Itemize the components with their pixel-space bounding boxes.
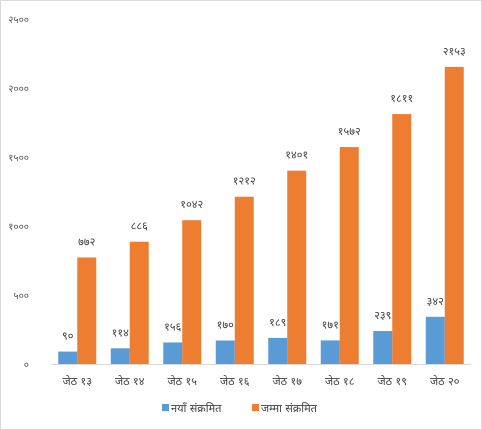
x-tick-label: जेठ १६ xyxy=(220,375,250,388)
data-label-total-cases: ८८६ xyxy=(131,220,148,233)
bar-total-cases xyxy=(182,220,202,364)
legend-label-new-cases: नयाँ संक्रमित xyxy=(171,402,222,415)
x-tick-label: जेठ १४ xyxy=(115,375,145,388)
data-label-total-cases: ७७२ xyxy=(78,235,95,248)
data-label-total-cases: १०४२ xyxy=(180,198,203,211)
data-label-new-cases: १७१ xyxy=(322,318,339,331)
y-tick-label: १००० xyxy=(8,222,29,233)
y-tick-label: ५०० xyxy=(13,291,29,302)
data-label-total-cases: १४०१ xyxy=(285,149,308,162)
bar-new-cases xyxy=(215,340,235,364)
data-label-total-cases: २१५३ xyxy=(443,45,466,58)
data-label-new-cases: ११४ xyxy=(112,326,129,339)
data-label-new-cases: २३९ xyxy=(374,309,391,322)
data-label-total-cases: १८११ xyxy=(390,92,413,105)
x-tick-label: जेठ १३ xyxy=(63,375,93,388)
bar-new-cases xyxy=(58,351,78,364)
legend-swatch-new-cases xyxy=(162,404,169,411)
legend-swatch-total-cases xyxy=(252,404,259,411)
bar-total-cases xyxy=(392,114,412,364)
y-tick-label: २००० xyxy=(8,84,29,95)
bar-total-cases xyxy=(339,147,359,364)
bar-new-cases xyxy=(268,337,288,364)
bar-total-cases xyxy=(129,241,149,364)
bar-new-cases xyxy=(320,340,340,364)
x-tick-label: जेठ १९ xyxy=(378,375,408,388)
y-tick-label: २५०० xyxy=(8,15,29,26)
data-label-new-cases: १८९ xyxy=(269,316,286,329)
x-tick-label: जेठ १८ xyxy=(325,375,355,388)
data-label-new-cases: १७० xyxy=(217,319,234,332)
bar-total-cases xyxy=(287,170,307,364)
data-label-total-cases: १२१२ xyxy=(233,175,256,188)
x-tick-label: जेठ १५ xyxy=(168,375,198,388)
data-label-new-cases: १५६ xyxy=(164,320,181,333)
y-tick-label: ० xyxy=(24,360,29,371)
bar-total-cases xyxy=(77,257,97,364)
bar-new-cases xyxy=(373,331,393,364)
bar-total-cases xyxy=(444,66,464,365)
x-tick-label: जेठ २० xyxy=(430,375,460,388)
bar-new-cases xyxy=(425,316,445,364)
x-tick-label: जेठ १७ xyxy=(273,375,303,388)
legend-label-total-cases: जम्मा संक्रमित xyxy=(261,402,318,415)
bar-total-cases xyxy=(234,196,254,364)
bar-new-cases xyxy=(163,342,183,364)
y-tick-label: १५०० xyxy=(8,153,29,164)
bar-new-cases xyxy=(110,348,130,364)
data-label-new-cases: ३४२ xyxy=(427,295,444,308)
data-label-new-cases: ९० xyxy=(62,330,74,343)
data-label-total-cases: १५७२ xyxy=(338,125,361,138)
